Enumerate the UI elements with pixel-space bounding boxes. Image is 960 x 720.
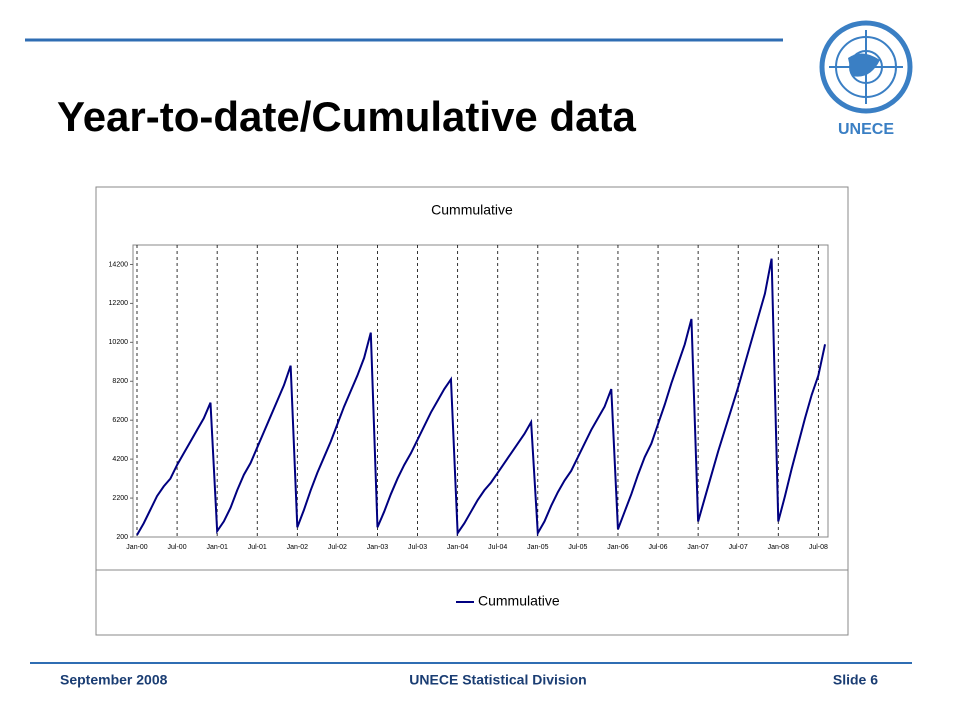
y-tick-label: 6200: [112, 417, 128, 424]
x-tick-label: Jan-08: [768, 544, 790, 551]
y-tick-label: 4200: [112, 456, 128, 463]
x-tick-label: Jan-00: [126, 544, 148, 551]
x-tick-label: Jan-04: [447, 544, 469, 551]
x-tick-label: Jul-05: [568, 544, 587, 551]
y-tick-label: 12200: [109, 300, 129, 307]
x-tick-label: Jul-02: [328, 544, 347, 551]
x-tick-label: Jan-02: [287, 544, 309, 551]
x-tick-label: Jul-01: [248, 544, 267, 551]
plot-area: [132, 244, 829, 538]
x-tick-label: Jul-04: [488, 544, 507, 551]
x-tick-label: Jan-05: [527, 544, 549, 551]
footer-org: UNECE Statistical Division: [409, 672, 586, 688]
x-tick-label: Jul-03: [408, 544, 427, 551]
logo-text: UNECE: [838, 121, 894, 138]
y-tick-label: 14200: [109, 261, 129, 268]
y-tick-label: 8200: [112, 378, 128, 385]
legend-label: Cummulative: [478, 593, 560, 609]
y-tick-label: 10200: [109, 339, 129, 346]
x-tick-label: Jan-07: [687, 544, 709, 551]
x-tick-label: Jul-07: [729, 544, 748, 551]
footer-slide: Slide 6: [833, 672, 878, 688]
y-tick-label: 2200: [112, 495, 128, 502]
x-tick-label: Jul-08: [809, 544, 828, 551]
x-tick-label: Jul-06: [649, 544, 668, 551]
data-line: [136, 258, 827, 537]
un-logo: UNECE: [819, 20, 913, 138]
footer-date: September 2008: [60, 672, 168, 688]
slide-title: Year-to-date/Cumulative data: [57, 93, 636, 140]
x-tick-label: Jul-00: [168, 544, 187, 551]
x-tick-label: Jan-01: [206, 544, 228, 551]
y-tick-label: 200: [116, 534, 128, 541]
chart-title: Cummulative: [431, 202, 513, 218]
x-tick-label: Jan-03: [367, 544, 389, 551]
x-tick-label: Jan-06: [607, 544, 629, 551]
